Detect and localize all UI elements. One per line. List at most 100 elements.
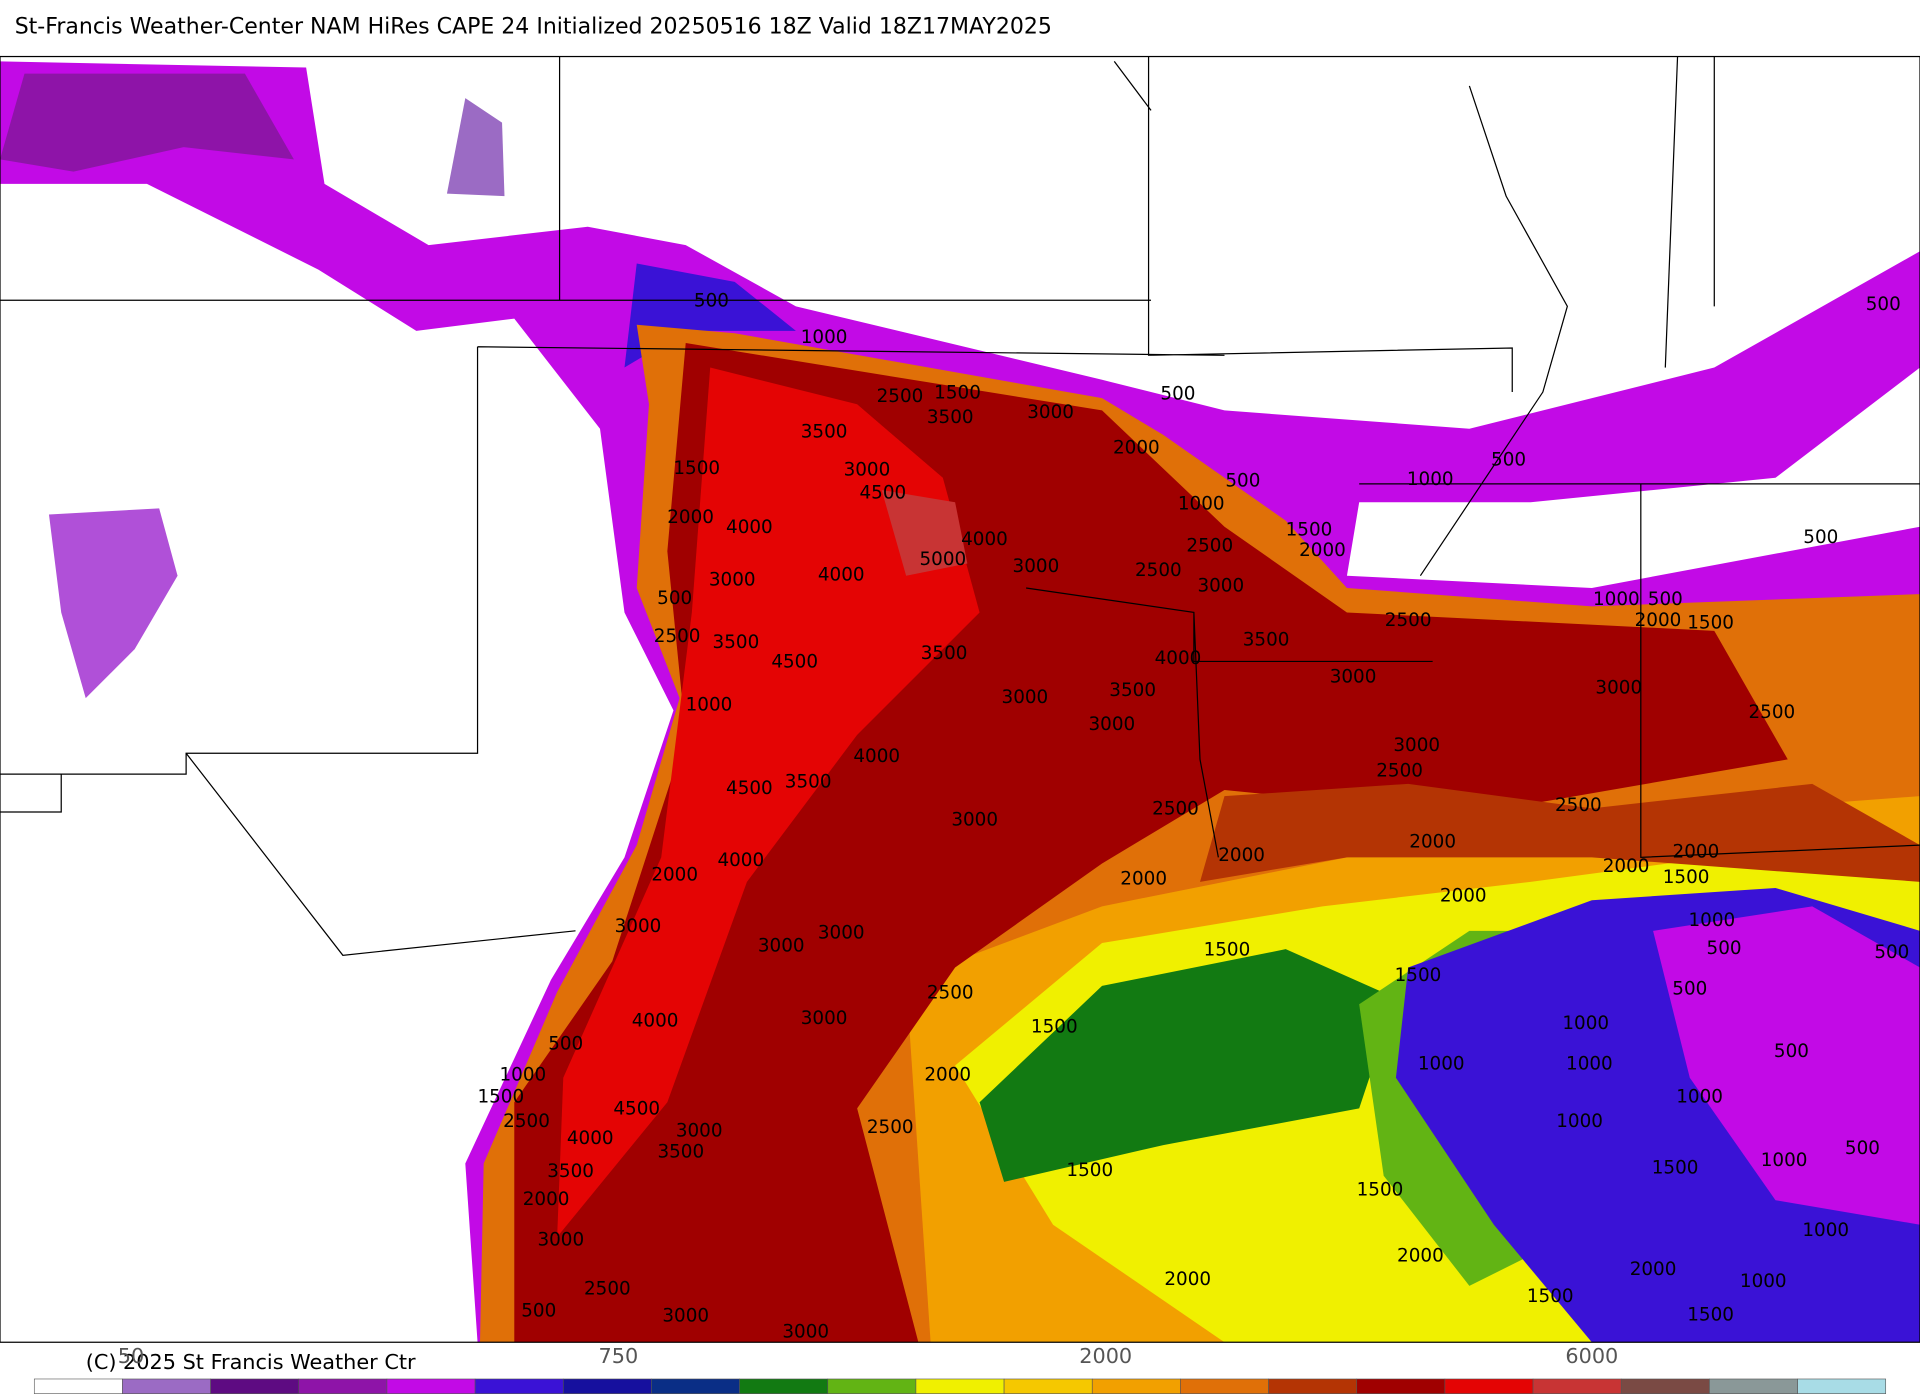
contour-label: 2000 <box>651 865 698 886</box>
colorbar-swatch <box>1709 1378 1798 1394</box>
contour-label: 2000 <box>1409 832 1456 853</box>
map-frame <box>0 55 1920 1343</box>
contour-label: 3000 <box>662 1306 709 1327</box>
contour-label: 3500 <box>547 1161 594 1182</box>
contour-label: 4500 <box>859 483 906 504</box>
colorbar-swatch <box>1532 1378 1622 1394</box>
contour-label: 5000 <box>919 549 966 570</box>
contour-label: 1500 <box>1204 939 1251 960</box>
cape-region <box>1653 906 1920 1225</box>
contour-label: 2000 <box>523 1189 570 1210</box>
contour-label: 2500 <box>1376 761 1423 782</box>
colorbar-swatch <box>739 1378 829 1394</box>
contour-label: 1500 <box>1357 1179 1404 1200</box>
copyright: (C) 2025 St Francis Weather Ctr <box>86 1350 416 1374</box>
cape-region <box>1200 783 1920 882</box>
contour-label: 2500 <box>584 1279 631 1300</box>
colorbar-swatch <box>1268 1378 1358 1394</box>
contour-label: 3500 <box>1243 630 1290 651</box>
contour-label: 2500 <box>1135 560 1182 581</box>
contour-label: 3500 <box>801 421 848 442</box>
contour-label: 2500 <box>1748 702 1795 723</box>
contour-label: 1500 <box>673 458 720 479</box>
colorbar-swatch <box>651 1378 740 1394</box>
contour-label: 1000 <box>1562 1013 1609 1034</box>
contour-label: 2000 <box>1397 1246 1444 1267</box>
contour-label: 2500 <box>1186 535 1233 556</box>
contour-label: 1000 <box>1676 1086 1723 1107</box>
contour-label: 1500 <box>1687 1304 1734 1325</box>
contour-label: 1000 <box>1418 1053 1465 1074</box>
contour-label: 3000 <box>1002 687 1049 708</box>
colorbar-swatch <box>915 1378 1005 1394</box>
contour-label: 3000 <box>1013 556 1060 577</box>
contour-label: 2000 <box>1299 540 1346 561</box>
contour-label: 3500 <box>927 407 974 428</box>
contour-labels: 500 1000 2500 1500 3500 3000 3500 1500 3000 4500 2… <box>477 290 1909 1342</box>
contour-label: 2500 <box>1152 799 1199 820</box>
contour-label: 4500 <box>613 1099 660 1120</box>
contour-label: 2000 <box>1630 1259 1677 1280</box>
colorbar-swatch <box>1091 1378 1181 1394</box>
contour-label: 500 <box>1491 450 1526 471</box>
title: St-Francis Weather-Center NAM HiRes CAPE… <box>15 14 1052 39</box>
colorbar-swatch <box>298 1378 388 1394</box>
contour-label: 1500 <box>477 1086 524 1107</box>
contour-label: 1000 <box>1178 494 1225 515</box>
contour-label: 500 <box>1648 589 1683 610</box>
contour-label: 4000 <box>632 1010 679 1031</box>
contour-label: 2500 <box>867 1117 914 1138</box>
contour-label: 2500 <box>654 626 701 647</box>
state-borders <box>0 56 1920 956</box>
contour-label: 4000 <box>567 1128 614 1149</box>
contour-label: 500 <box>694 290 729 311</box>
contour-label: 1500 <box>1663 867 1710 888</box>
contour-label: 500 <box>1707 938 1742 959</box>
contour-label: 1500 <box>1527 1286 1574 1307</box>
contour-label: 3000 <box>818 922 865 943</box>
colorbar-swatch <box>1356 1378 1446 1394</box>
contour-label: 500 <box>1774 1041 1809 1062</box>
colorbar-swatch <box>562 1378 652 1394</box>
colorbar-swatch <box>122 1378 211 1394</box>
contour-label: 500 <box>1845 1138 1880 1159</box>
contour-label: 2500 <box>503 1111 550 1132</box>
contour-label: 2500 <box>877 386 924 407</box>
colorbar-label: 50 <box>118 1344 144 1368</box>
contour-label: 3000 <box>782 1321 829 1342</box>
contour-label: 4000 <box>726 517 773 538</box>
contour-label: 4500 <box>726 778 773 799</box>
contour-label: 500 <box>1866 294 1901 315</box>
contour-label: 2000 <box>1164 1269 1211 1290</box>
contour-label: 2000 <box>1440 886 1487 907</box>
contour-label: 2000 <box>1603 856 1650 877</box>
colorbar-swatch <box>1003 1378 1093 1394</box>
contour-label: 4000 <box>717 850 764 871</box>
contour-label: 1000 <box>499 1064 546 1085</box>
contour-label: 3500 <box>1109 680 1156 701</box>
contour-label: 2000 <box>1635 610 1682 631</box>
cape-region <box>48 508 178 699</box>
contour-label: 500 <box>1672 979 1707 1000</box>
contour-label: 500 <box>1160 383 1195 404</box>
colorbar-swatch <box>1797 1378 1887 1394</box>
colorbar-swatch <box>210 1378 300 1394</box>
contour-label: 2000 <box>1673 841 1720 862</box>
contour-label: 3000 <box>1197 576 1244 597</box>
cape-region <box>979 949 1396 1182</box>
cape-region <box>881 490 968 576</box>
contour-label: 3000 <box>801 1008 848 1029</box>
contour-label: 2500 <box>1385 610 1432 631</box>
contour-label: 4000 <box>818 565 865 586</box>
contour-label: 3000 <box>844 459 891 480</box>
contour-label: 1500 <box>1031 1017 1078 1038</box>
colorbar-label: 6000 <box>1565 1344 1618 1368</box>
contour-label: 3000 <box>951 810 998 831</box>
contour-label: 1000 <box>1407 469 1454 490</box>
contour-label: 500 <box>657 588 692 609</box>
contour-label: 3000 <box>537 1230 584 1251</box>
contour-label: 1500 <box>1687 612 1734 633</box>
contour-label: 500 <box>1874 942 1909 963</box>
contour-label: 500 <box>521 1301 556 1322</box>
contour-label: 3000 <box>1027 402 1074 423</box>
